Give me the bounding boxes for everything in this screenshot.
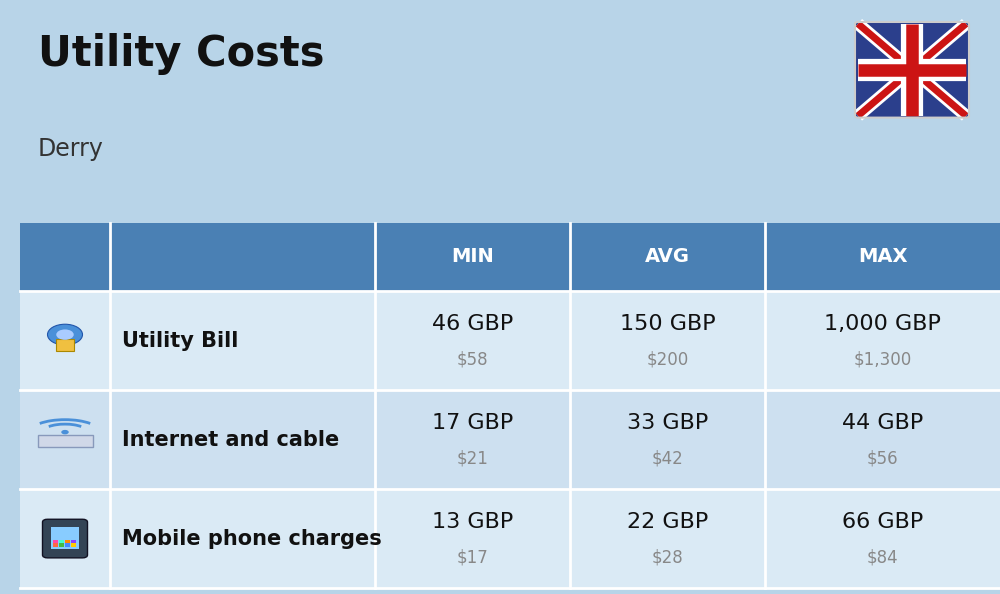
Bar — [71, 540, 76, 543]
Text: Mobile phone charges: Mobile phone charges — [122, 529, 382, 549]
Text: 33 GBP: 33 GBP — [627, 413, 708, 433]
FancyBboxPatch shape — [42, 519, 88, 558]
Text: $56: $56 — [867, 450, 898, 467]
Bar — [20, 291, 1000, 390]
Text: 150 GBP: 150 GBP — [620, 314, 715, 334]
Bar — [20, 390, 1000, 489]
Text: MIN: MIN — [451, 248, 494, 266]
Bar — [38, 435, 92, 447]
Circle shape — [61, 430, 69, 434]
Text: Utility Costs: Utility Costs — [38, 33, 324, 75]
Bar — [65, 540, 70, 543]
Text: $200: $200 — [646, 350, 689, 368]
Text: 66 GBP: 66 GBP — [842, 512, 923, 532]
Text: $17: $17 — [457, 549, 488, 567]
Text: AVG: AVG — [645, 248, 690, 266]
Text: $58: $58 — [457, 350, 488, 368]
Text: 22 GBP: 22 GBP — [627, 512, 708, 532]
Bar — [71, 544, 76, 546]
Bar — [20, 489, 1000, 588]
Bar — [65, 544, 70, 546]
Text: 44 GBP: 44 GBP — [842, 413, 923, 433]
Text: Derry: Derry — [38, 137, 104, 160]
Text: 17 GBP: 17 GBP — [432, 413, 513, 433]
Text: Internet and cable: Internet and cable — [122, 429, 339, 450]
Circle shape — [56, 330, 74, 340]
Circle shape — [48, 324, 82, 345]
FancyBboxPatch shape — [855, 22, 969, 118]
Text: MAX: MAX — [858, 248, 907, 266]
Bar — [59, 540, 64, 543]
Bar — [56, 339, 74, 351]
Text: 46 GBP: 46 GBP — [432, 314, 513, 334]
Bar — [53, 540, 58, 543]
Text: Utility Bill: Utility Bill — [122, 330, 238, 350]
Bar — [51, 527, 79, 549]
Text: $42: $42 — [652, 450, 683, 467]
Text: $28: $28 — [652, 549, 683, 567]
Text: $21: $21 — [457, 450, 488, 467]
Text: 1,000 GBP: 1,000 GBP — [824, 314, 941, 334]
Bar — [59, 544, 64, 546]
Bar — [53, 544, 58, 546]
Text: 13 GBP: 13 GBP — [432, 512, 513, 532]
Text: $84: $84 — [867, 549, 898, 567]
Text: $1,300: $1,300 — [853, 350, 912, 368]
Bar — [20, 223, 1000, 291]
